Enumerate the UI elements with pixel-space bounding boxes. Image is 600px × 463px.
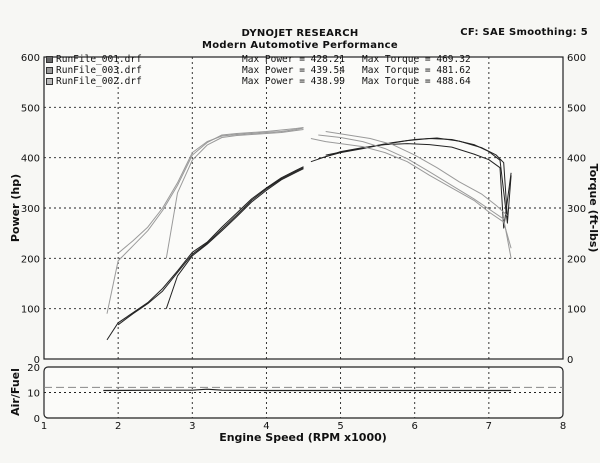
- y2-tick-label: 500: [567, 103, 586, 114]
- y-tick-label: 200: [21, 254, 40, 265]
- x-tick-label: 3: [189, 421, 195, 432]
- power-curve: [165, 168, 304, 309]
- legend-swatch: [46, 67, 53, 74]
- y2-tick-label: 300: [567, 204, 586, 215]
- legend-item: RunFile_001.drf Max Power = 428.21 Max T…: [46, 54, 471, 65]
- afr-tick-label: 20: [27, 363, 40, 374]
- legend-file: RunFile_001.drf: [56, 54, 142, 65]
- settings-label: CF: SAE Smoothing: 5: [460, 27, 588, 38]
- x-tick-label: 7: [486, 421, 492, 432]
- x-tick-label: 6: [412, 421, 418, 432]
- afr-curve: [103, 388, 512, 392]
- legend-swatch: [46, 56, 53, 63]
- afr-tick-label: 10: [27, 389, 40, 400]
- y-tick-label: 0: [34, 355, 40, 366]
- x-tick-label: 5: [337, 421, 343, 432]
- legend-max-power: Max Power = 428.21: [242, 54, 345, 65]
- power-curve: [106, 166, 304, 341]
- y2-tick-label: 0: [567, 355, 573, 366]
- x-tick-label: 8: [560, 421, 566, 432]
- legend-item: RunFile_003.drf Max Power = 439.54 Max T…: [46, 65, 471, 76]
- legend-max-torque: Max Torque = 469.32: [362, 54, 471, 65]
- legend-swatch: [46, 78, 53, 85]
- legend-item: RunFile_002.drf Max Power = 438.99 Max T…: [46, 76, 471, 87]
- y2-tick-label: 100: [567, 305, 586, 316]
- y-tick-label: 400: [21, 154, 40, 165]
- y2-tick-label: 200: [567, 254, 586, 265]
- x-tick-label: 4: [263, 421, 269, 432]
- legend-max-torque: Max Torque = 488.64: [362, 76, 471, 87]
- torque-curve: [310, 138, 512, 249]
- y2-axis-label: Torque (ft-lbs): [587, 164, 600, 253]
- x-tick-label: 2: [115, 421, 121, 432]
- torque-curve: [318, 134, 512, 259]
- y2-tick-label: 400: [567, 154, 586, 165]
- x-axis-label: Engine Speed (RPM x1000): [219, 431, 387, 444]
- legend-max-torque: Max Torque = 481.62: [362, 65, 471, 76]
- legend-max-power: Max Power = 438.99: [242, 76, 345, 87]
- y-tick-label: 100: [21, 305, 40, 316]
- legend-max-power: Max Power = 439.54: [242, 65, 345, 76]
- legend: RunFile_001.drf Max Power = 428.21 Max T…: [46, 54, 471, 87]
- y-tick-label: 300: [21, 204, 40, 215]
- legend-file: RunFile_002.drf: [56, 76, 142, 87]
- legend-file: RunFile_003.drf: [56, 65, 142, 76]
- y-tick-label: 500: [21, 103, 40, 114]
- afr-axis-label: Air/Fuel: [9, 368, 22, 416]
- power-curve: [117, 167, 304, 326]
- power-curve: [325, 137, 508, 219]
- chart-title: DYNOJET RESEARCH: [241, 28, 359, 39]
- y-axis-label: Power (hp): [9, 174, 22, 242]
- y-tick-label: 600: [21, 53, 40, 64]
- torque-curve: [165, 129, 304, 259]
- torque-curve: [106, 127, 304, 314]
- afr-tick-label: 0: [34, 414, 40, 425]
- y2-tick-label: 600: [567, 53, 586, 64]
- torque-curve: [325, 131, 508, 216]
- chart-subtitle: Modern Automotive Performance: [202, 40, 398, 51]
- x-tick-label: 1: [41, 421, 47, 432]
- torque-curve: [117, 127, 304, 254]
